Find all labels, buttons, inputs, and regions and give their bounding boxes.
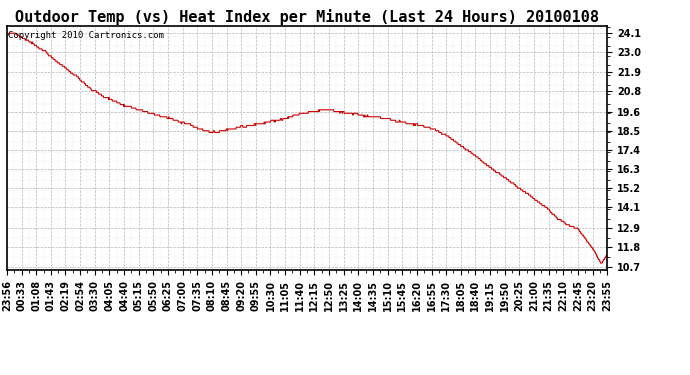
Text: Copyright 2010 Cartronics.com: Copyright 2010 Cartronics.com [8,31,164,40]
Title: Outdoor Temp (vs) Heat Index per Minute (Last 24 Hours) 20100108: Outdoor Temp (vs) Heat Index per Minute … [15,9,599,25]
